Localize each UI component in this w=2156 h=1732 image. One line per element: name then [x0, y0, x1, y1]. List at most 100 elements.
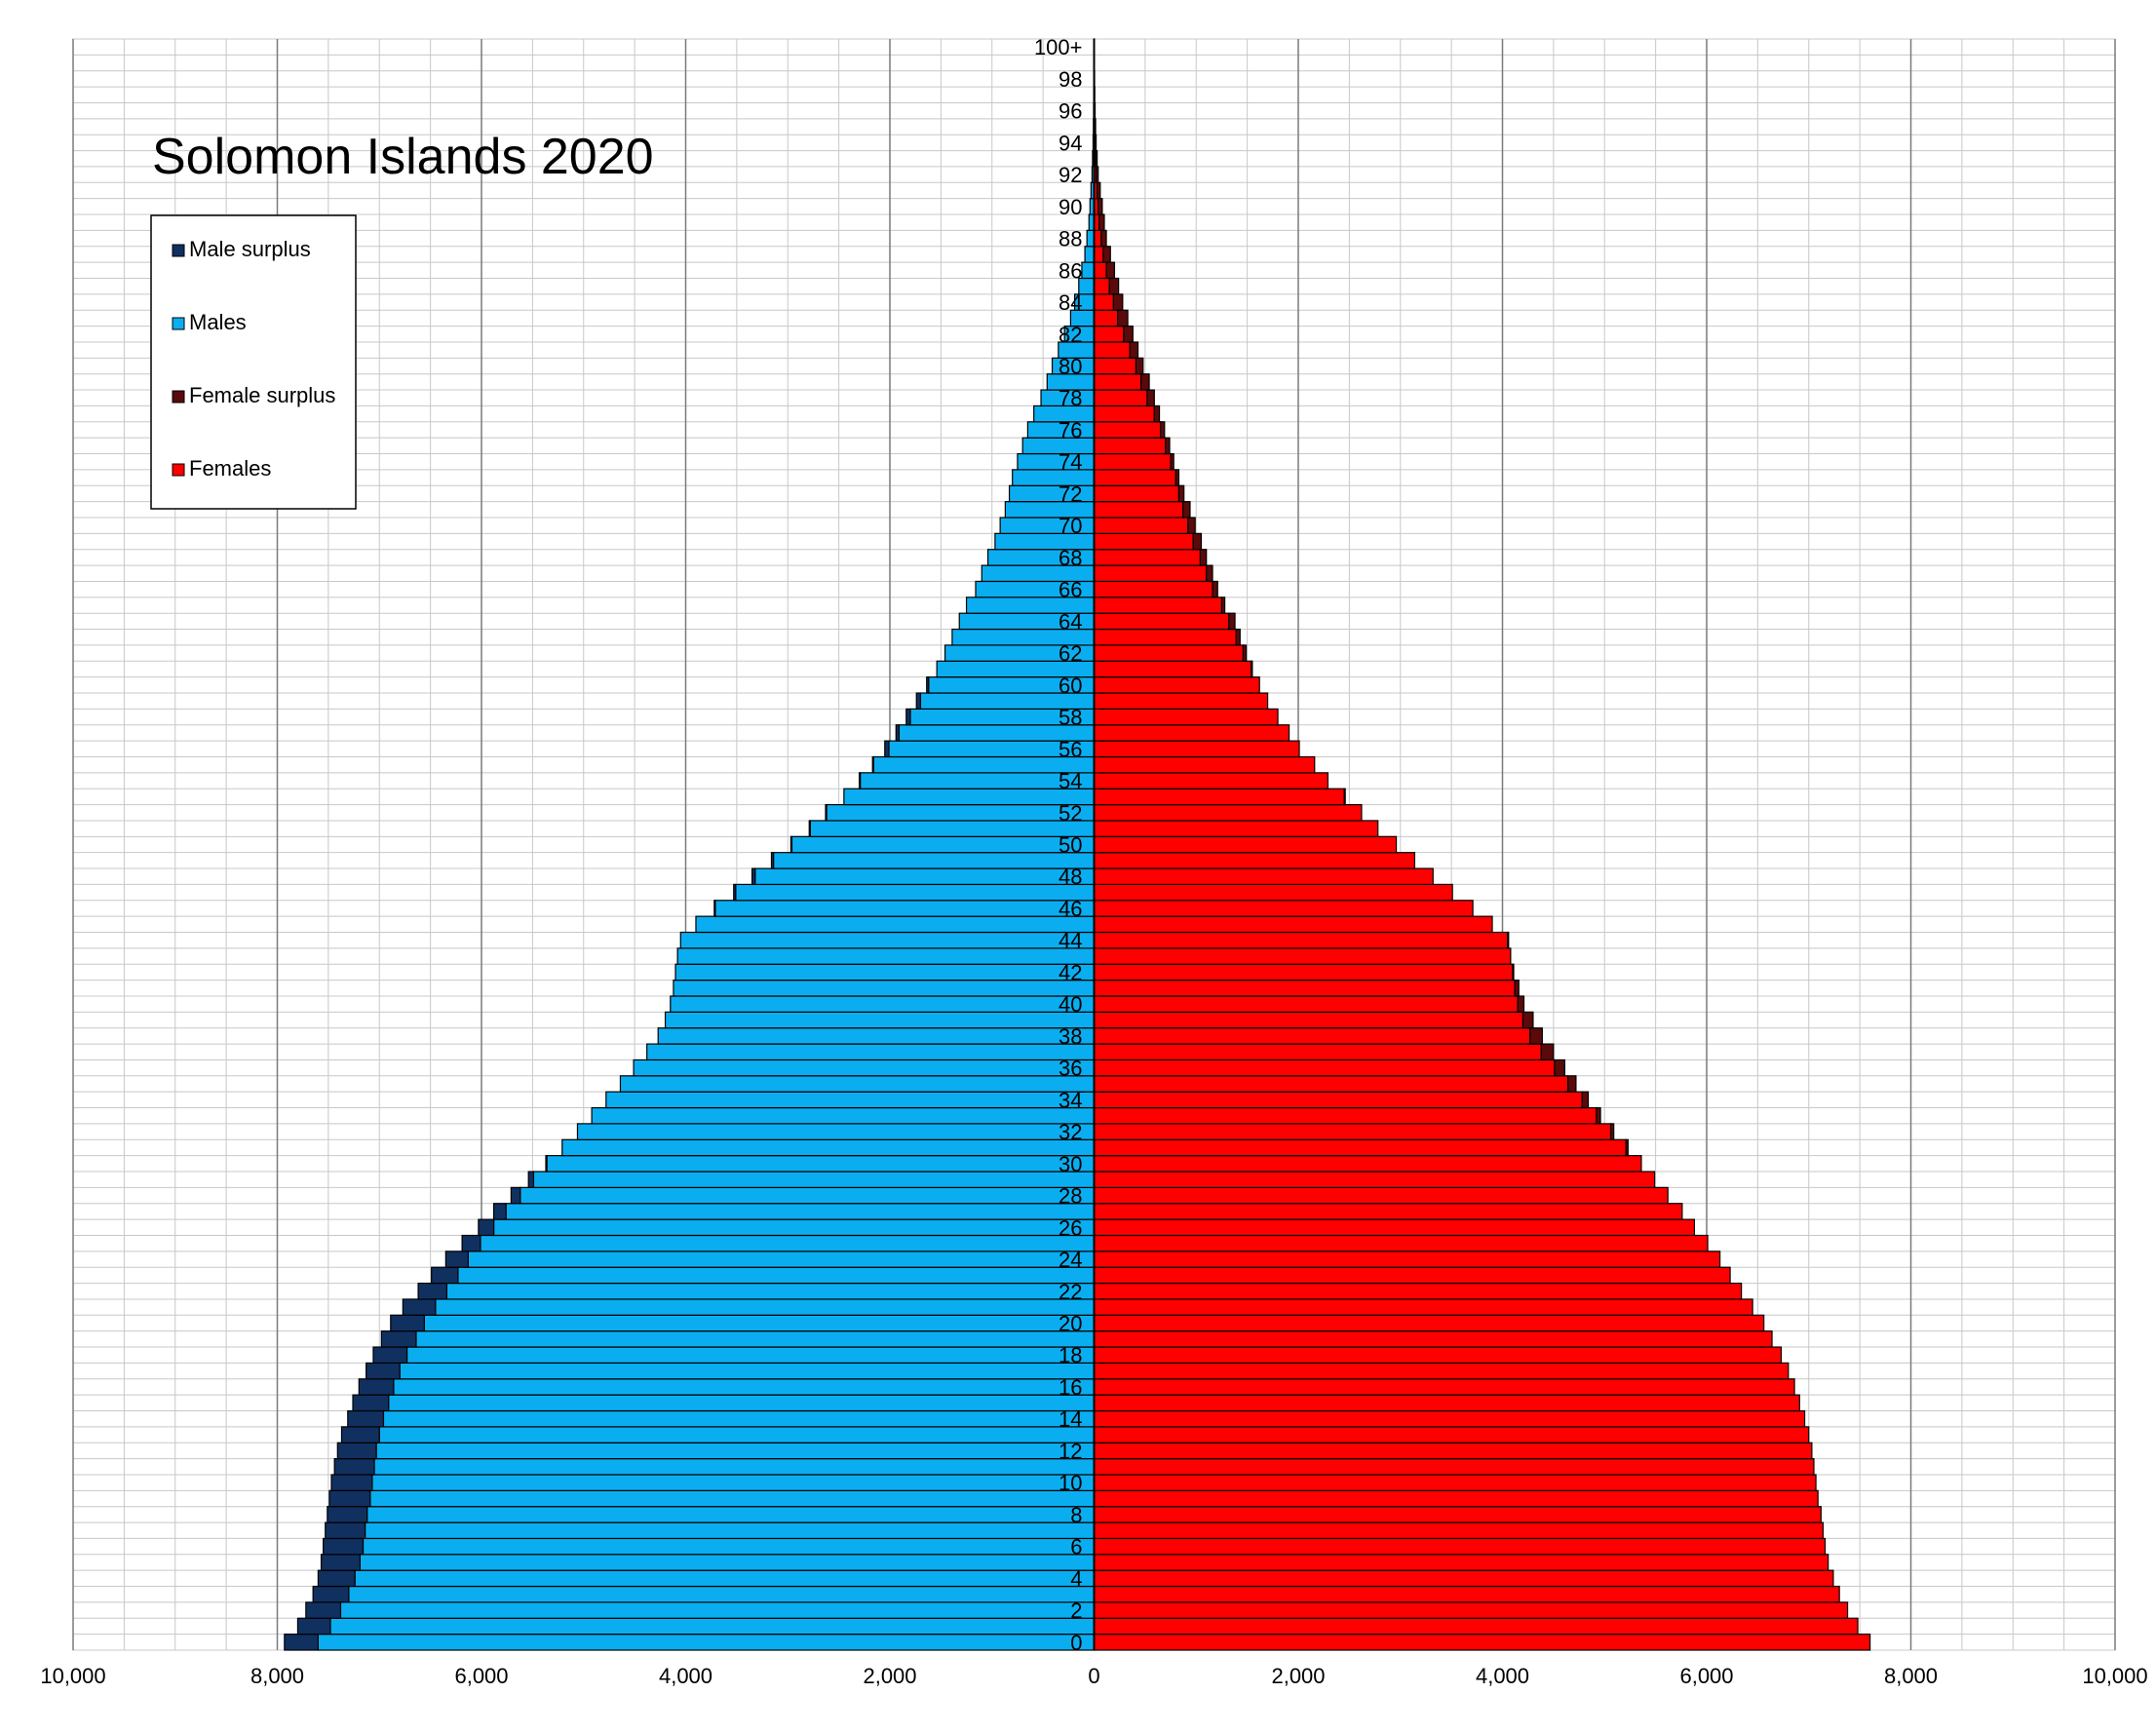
legend-swatch — [172, 244, 185, 257]
female-surplus-bar — [1105, 261, 1116, 280]
male-bar — [546, 1155, 1096, 1173]
male-surplus-bar — [527, 1171, 535, 1188]
age-tick-label: 64 — [1059, 609, 1082, 634]
female-bar — [1093, 1554, 1829, 1571]
male-bar — [657, 1027, 1096, 1045]
male-surplus-bar — [358, 1378, 395, 1396]
male-bar — [373, 1458, 1096, 1476]
female-bar — [1093, 1251, 1721, 1268]
female-surplus-bar — [1135, 357, 1144, 375]
female-bar — [1093, 389, 1148, 407]
female-surplus-bar — [1192, 532, 1203, 551]
female-bar — [1093, 517, 1189, 534]
male-surplus-bar — [884, 740, 890, 758]
age-tick-label: 66 — [1059, 578, 1082, 602]
age-tick-label: 74 — [1059, 450, 1082, 475]
age-tick-label: 62 — [1059, 641, 1082, 666]
female-bar — [1093, 1409, 1806, 1428]
female-surplus-bar — [1514, 980, 1520, 997]
male-bar — [1084, 246, 1096, 263]
age-tick-label: 72 — [1059, 481, 1082, 506]
male-surplus-bar — [905, 708, 911, 726]
female-bar — [1093, 1043, 1542, 1061]
female-bar — [1093, 1171, 1656, 1188]
male-bar — [561, 1138, 1096, 1157]
male-bar — [754, 867, 1096, 886]
female-surplus-bar — [1123, 325, 1134, 343]
male-surplus-bar — [871, 755, 874, 774]
female-bar — [1093, 1458, 1815, 1476]
age-tick-label: 32 — [1059, 1120, 1082, 1144]
male-bar — [457, 1266, 1096, 1285]
age-tick-label: 54 — [1059, 769, 1082, 793]
female-bar — [1093, 1601, 1849, 1619]
age-tick-label: 92 — [1059, 163, 1082, 187]
age-tick-label: 26 — [1059, 1215, 1082, 1240]
male-surplus-bar — [305, 1601, 342, 1619]
age-tick-label: 84 — [1059, 290, 1082, 315]
male-bar — [1086, 229, 1096, 248]
male-bar — [695, 915, 1096, 934]
x-tick-label: 2,000 — [1271, 1664, 1325, 1688]
female-surplus-bar — [1512, 963, 1515, 981]
female-bar — [1093, 1585, 1840, 1603]
female-bar — [1093, 1346, 1783, 1365]
female-bar — [1093, 1298, 1753, 1316]
male-bar — [735, 883, 1096, 902]
female-surplus-bar — [1251, 660, 1253, 678]
female-bar — [1093, 1138, 1627, 1157]
female-bar — [1093, 947, 1512, 965]
male-bar — [388, 1394, 1096, 1412]
x-tick-label: 4,000 — [659, 1664, 712, 1688]
male-surplus-bar — [770, 852, 775, 869]
male-surplus-bar — [390, 1314, 425, 1332]
female-bar — [1093, 1537, 1827, 1556]
legend-label: Male surplus — [189, 237, 311, 261]
male-surplus-bar — [461, 1234, 481, 1252]
male-bar — [790, 835, 1096, 854]
male-bar — [679, 931, 1096, 949]
female-bar — [1093, 421, 1162, 439]
age-tick-label: 10 — [1059, 1471, 1082, 1495]
male-surplus-bar — [926, 676, 930, 694]
female-bar — [1093, 1155, 1642, 1173]
female-bar — [1093, 676, 1260, 694]
age-tick-label: 4 — [1070, 1566, 1082, 1591]
female-surplus-bar — [1095, 166, 1099, 183]
female-bar — [1093, 1394, 1800, 1412]
age-tick-label: 14 — [1059, 1407, 1082, 1432]
female-bar — [1093, 883, 1453, 902]
male-bar — [826, 803, 1096, 822]
female-bar — [1093, 1266, 1731, 1285]
male-bar — [378, 1426, 1096, 1443]
male-surplus-bar — [789, 835, 793, 854]
male-surplus-bar — [492, 1203, 507, 1220]
female-bar — [1093, 644, 1245, 662]
male-bar — [362, 1537, 1096, 1556]
female-bar — [1093, 246, 1104, 263]
male-bar — [619, 1075, 1096, 1093]
female-bar — [1093, 1378, 1795, 1396]
female-surplus-bar — [1521, 1011, 1534, 1029]
female-bar — [1093, 900, 1474, 917]
male-surplus-bar — [327, 1506, 368, 1523]
legend: Male surplus Males Female surplus Females — [150, 214, 357, 510]
age-tick-label: 38 — [1059, 1024, 1082, 1049]
male-bar — [480, 1234, 1096, 1252]
female-surplus-bar — [1100, 229, 1107, 248]
female-surplus-bar — [1529, 1027, 1543, 1045]
female-bar — [1093, 341, 1131, 359]
female-surplus-bar — [1094, 134, 1097, 152]
female-bar — [1093, 995, 1519, 1013]
female-bar — [1093, 740, 1300, 758]
female-surplus-bar — [1581, 1091, 1590, 1109]
x-tick-label: 2,000 — [863, 1664, 916, 1688]
female-bar — [1093, 277, 1110, 295]
male-bar — [445, 1282, 1096, 1300]
male-bar — [714, 900, 1096, 917]
age-tick-label: 44 — [1059, 929, 1082, 953]
female-bar — [1093, 1314, 1765, 1332]
female-bar — [1093, 803, 1363, 822]
male-surplus-bar — [417, 1282, 447, 1300]
male-bar — [399, 1362, 1096, 1380]
